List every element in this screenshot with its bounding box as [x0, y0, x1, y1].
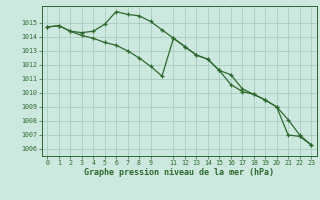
X-axis label: Graphe pression niveau de la mer (hPa): Graphe pression niveau de la mer (hPa) — [84, 168, 274, 177]
